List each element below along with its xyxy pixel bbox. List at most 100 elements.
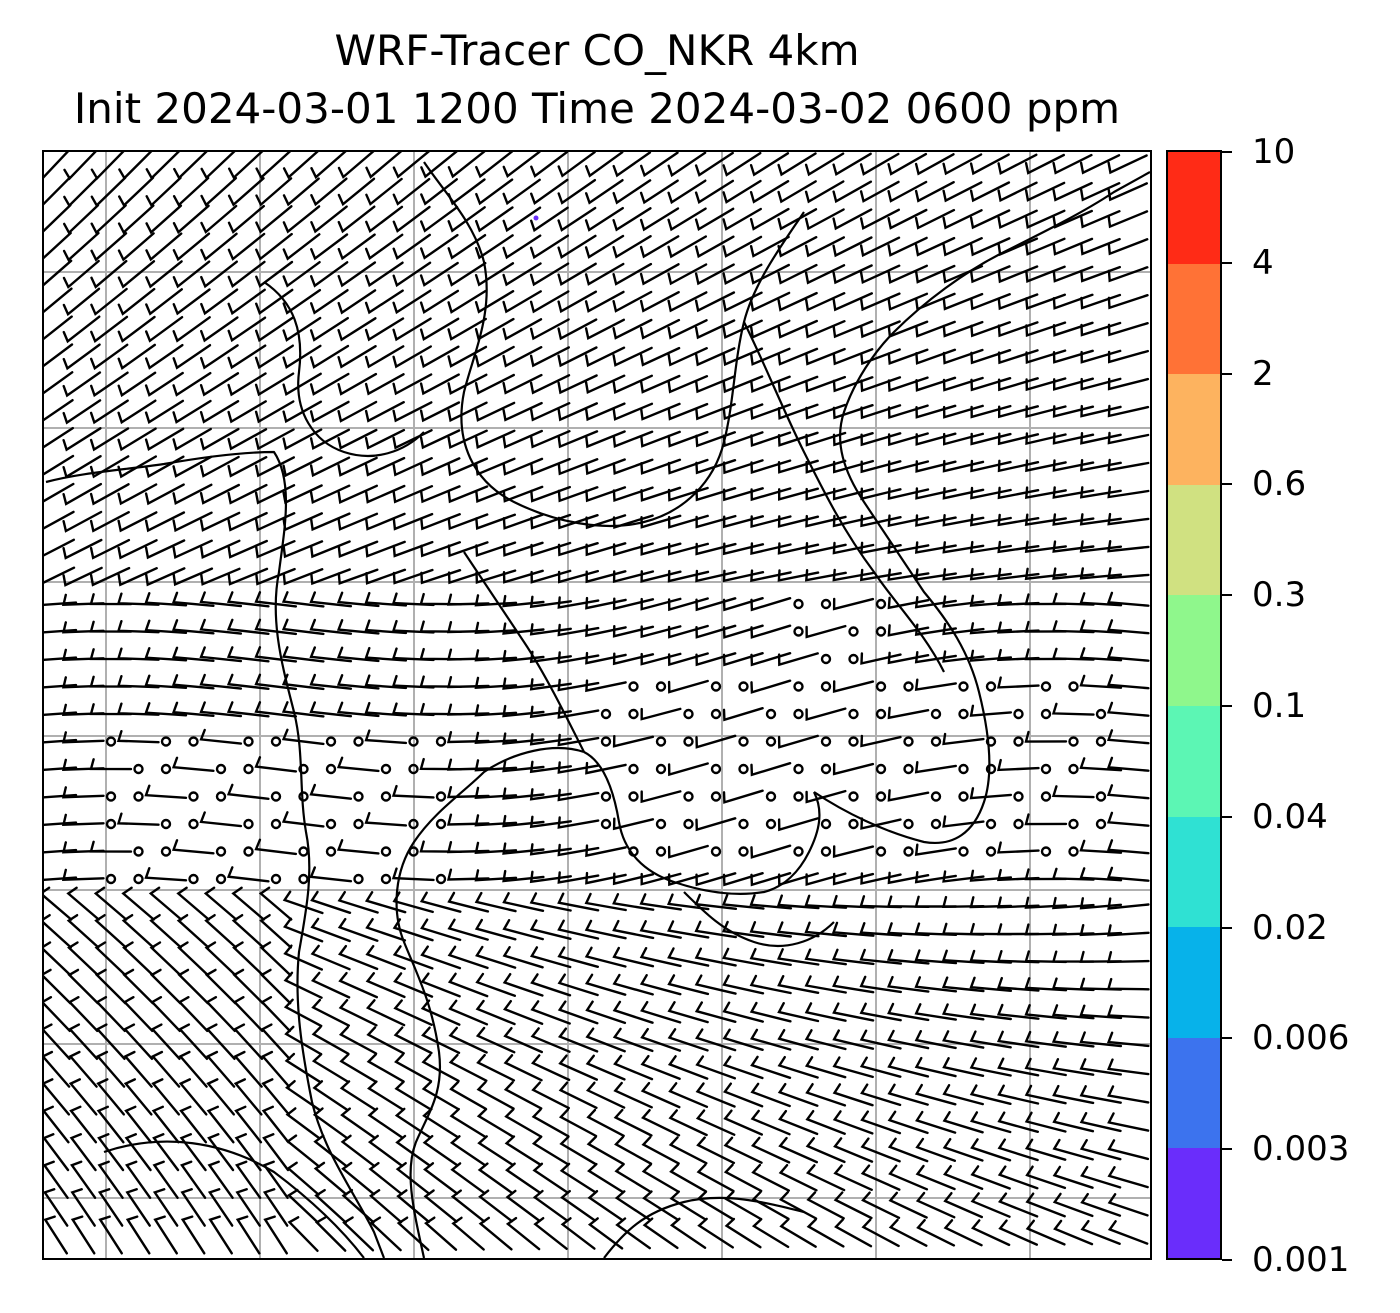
wind-barb <box>860 1164 901 1191</box>
wind-barb <box>90 371 129 398</box>
wind-barb <box>61 813 105 826</box>
wind-barb <box>530 485 571 503</box>
wind-barb <box>337 152 375 179</box>
wind-barb <box>199 591 243 608</box>
wind-barb <box>62 399 102 425</box>
wind-barb <box>227 372 267 397</box>
calm-marker <box>903 763 914 775</box>
wind-barb <box>117 232 155 262</box>
wind-barb <box>448 999 489 1026</box>
wind-barb <box>942 1030 985 1049</box>
wind-barb <box>804 921 848 938</box>
wind-barb <box>529 290 570 314</box>
calm-marker <box>1013 818 1024 830</box>
wind-barb <box>996 676 1040 689</box>
wind-barb <box>89 483 130 506</box>
wind-barb <box>1080 432 1122 445</box>
wind-barb <box>888 1191 928 1219</box>
wind-barb <box>44 914 72 949</box>
wind-barb <box>639 291 680 313</box>
wind-barb <box>502 401 543 422</box>
wind-barb <box>67 941 100 977</box>
wind-barb <box>367 1134 404 1168</box>
map-panel <box>42 150 1152 1260</box>
wind-barb <box>1106 784 1150 800</box>
wind-barb <box>311 1053 350 1084</box>
wind-barb <box>832 152 872 177</box>
wind-barb <box>199 618 243 635</box>
calm-marker <box>793 598 804 610</box>
wind-barb <box>777 236 818 258</box>
wind-barb <box>722 974 765 995</box>
wind-barb <box>286 1161 320 1196</box>
wind-barb <box>392 891 434 914</box>
wind-barb <box>152 1160 179 1199</box>
calm-marker <box>683 818 694 830</box>
wind-barb <box>68 1078 98 1116</box>
calm-marker <box>160 736 172 747</box>
wind-barb <box>122 968 154 1005</box>
wind-barb <box>722 947 765 967</box>
wind-barb <box>123 1078 153 1116</box>
wind-barb <box>612 152 652 178</box>
wind-barb <box>260 1050 291 1088</box>
calm-marker <box>1095 818 1107 830</box>
calm-marker <box>298 791 309 802</box>
wind-barb <box>557 919 600 940</box>
wind-barb <box>1051 1031 1095 1048</box>
wind-barb <box>476 1081 515 1110</box>
wind-barb <box>722 789 764 804</box>
wind-barb <box>446 731 490 744</box>
wind-barb <box>254 838 298 856</box>
wind-barb <box>1052 567 1095 580</box>
wind-barb <box>531 1135 570 1166</box>
colorbar-segment <box>1168 705 1220 817</box>
wind-barb <box>226 618 270 635</box>
wind-barb <box>90 287 128 316</box>
wind-barb <box>364 401 405 423</box>
wind-barb <box>62 371 102 398</box>
wind-barb <box>123 1023 154 1060</box>
calm-marker <box>243 763 254 775</box>
calm-marker <box>188 736 199 747</box>
wind-barb <box>612 514 654 530</box>
wind-barb <box>309 646 353 663</box>
wind-barb <box>832 487 875 501</box>
calm-marker <box>270 873 282 885</box>
wind-barb <box>640 652 682 666</box>
calm-marker <box>738 681 749 692</box>
wind-barb <box>667 430 709 448</box>
wind-barb <box>144 483 185 506</box>
wind-barb <box>364 811 408 827</box>
calm-marker <box>628 791 639 802</box>
wind-barb <box>750 1109 791 1136</box>
calm-marker <box>930 708 942 720</box>
wind-barb <box>204 968 237 1005</box>
wind-barb <box>557 430 599 449</box>
wind-barb <box>914 153 955 176</box>
wind-barb <box>1024 1004 1068 1020</box>
wind-barb <box>529 892 572 912</box>
wind-barb <box>667 347 708 367</box>
wind-barb <box>584 973 627 996</box>
wind-barb <box>969 1084 1012 1105</box>
wind-barb <box>1079 924 1123 937</box>
wind-barb <box>199 400 240 424</box>
wind-barb <box>281 673 325 691</box>
wind-barb <box>695 597 737 612</box>
wind-barb <box>695 1082 736 1108</box>
wind-barb <box>1106 1031 1150 1048</box>
wind-barb <box>90 176 127 208</box>
wind-barb <box>62 482 103 506</box>
wind-barb <box>530 1000 571 1025</box>
wind-barb <box>44 287 73 314</box>
calm-marker <box>985 763 997 775</box>
wind-barb <box>396 1189 430 1223</box>
wind-barb <box>1106 619 1150 635</box>
wind-barb <box>612 946 655 968</box>
calm-marker <box>875 598 887 610</box>
wind-barb <box>255 152 292 180</box>
wind-barb <box>44 1215 68 1255</box>
wind-barb <box>997 293 1039 311</box>
wind-barb <box>887 320 929 338</box>
